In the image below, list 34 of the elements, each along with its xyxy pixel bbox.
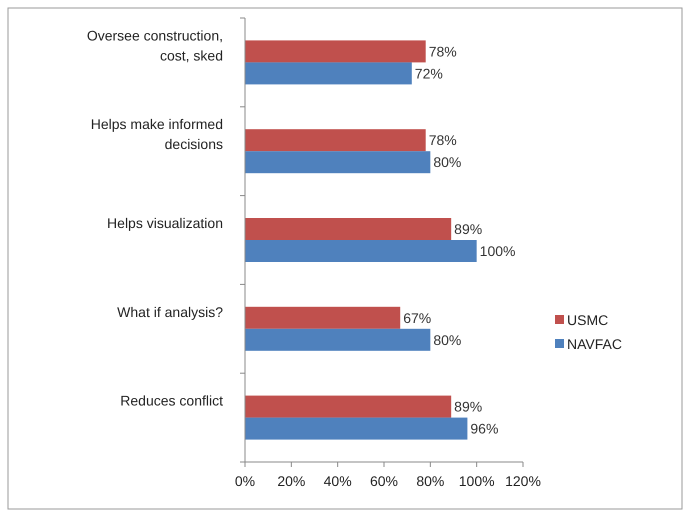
x-tick-label: 20%: [277, 473, 306, 489]
y-tick-label: Helps visualization: [107, 215, 223, 231]
bar: [245, 218, 452, 240]
x-tick-label: 40%: [324, 473, 352, 489]
bar: [245, 418, 468, 440]
legend-label: USMC: [567, 312, 608, 328]
y-tick-label: Reduces conflict: [120, 392, 224, 409]
y-tick-label: Helps make informed decisions: [90, 116, 223, 152]
bar: [245, 328, 430, 351]
data-label: 80%: [433, 332, 462, 348]
data-label: 80%: [433, 154, 462, 170]
data-label: 72%: [414, 65, 443, 82]
bar: [245, 396, 452, 418]
data-label: 67%: [403, 310, 432, 326]
y-tick-label: What if analysis?: [117, 304, 224, 320]
bar: [245, 151, 430, 174]
data-label: 100%: [480, 243, 516, 259]
bar: [245, 306, 400, 329]
x-tick-label: 100%: [458, 473, 495, 489]
data-label: 78%: [428, 132, 457, 148]
bar: [245, 129, 426, 152]
bar: [245, 62, 412, 84]
x-tick-label: 60%: [370, 473, 398, 489]
data-label: 96%: [470, 420, 498, 437]
data-label: 89%: [454, 398, 482, 415]
legend-label: NAVFAC: [567, 336, 622, 352]
y-tick-label: Oversee construction, cost, sked: [86, 27, 223, 64]
bar: [245, 40, 426, 62]
data-label: 89%: [454, 221, 482, 237]
x-tick-label: 80%: [416, 473, 444, 489]
x-tick-label: 120%: [505, 473, 541, 489]
x-tick-label: 0%: [234, 473, 256, 489]
bar: [245, 240, 477, 262]
data-label: 78%: [428, 43, 457, 60]
